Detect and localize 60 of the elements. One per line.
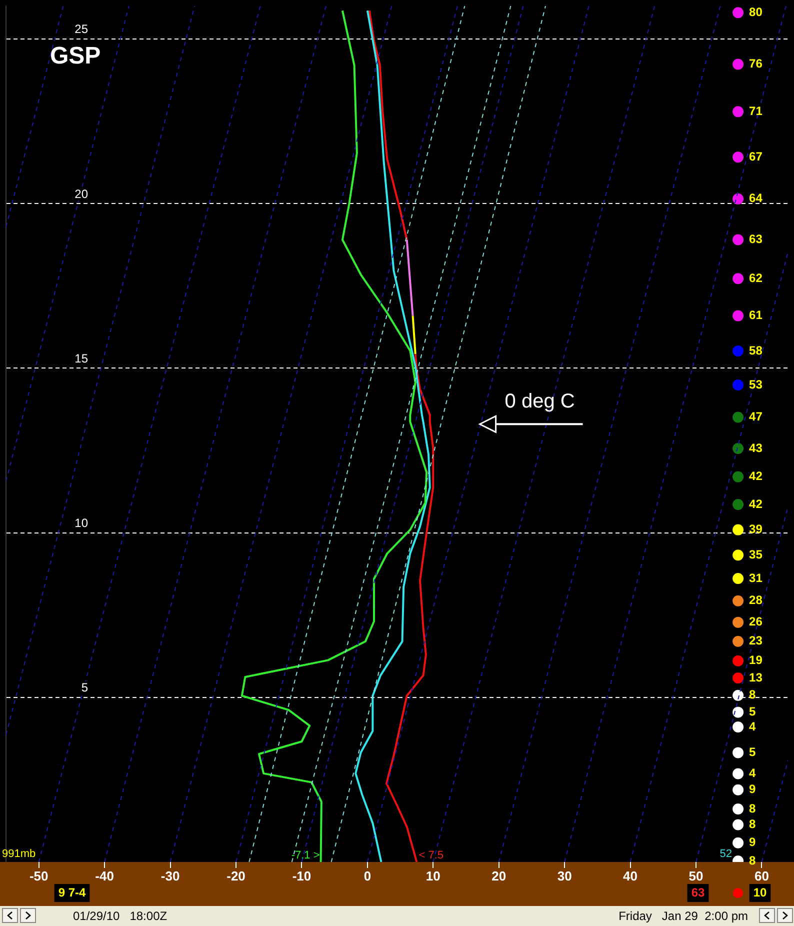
annotation: 8 bbox=[749, 817, 756, 832]
annotation: 13 bbox=[749, 670, 763, 684]
annotation: 4 bbox=[749, 719, 756, 734]
annotation: 4 bbox=[749, 766, 756, 780]
annotation: 42 bbox=[749, 496, 763, 511]
annotation: 31 bbox=[749, 570, 763, 585]
y-tick-label: 25 bbox=[74, 22, 88, 36]
x-tick-label: 20 bbox=[492, 868, 506, 884]
annotation: 991mb bbox=[2, 848, 36, 860]
y-tick-label: 5 bbox=[81, 680, 88, 695]
annotation: 9 bbox=[749, 835, 756, 850]
annotation: 8 bbox=[749, 801, 756, 816]
annotation: 43 bbox=[749, 440, 763, 455]
annotation: 80 bbox=[749, 4, 763, 19]
x-tick-label: -40 bbox=[95, 868, 114, 884]
x-tick-label: 40 bbox=[623, 868, 638, 884]
annotation: 35 bbox=[749, 547, 763, 562]
x-tick-label: 50 bbox=[688, 868, 704, 884]
annotation: 63 bbox=[749, 232, 763, 246]
annotation: 61 bbox=[749, 308, 763, 322]
text: GSP bbox=[50, 42, 101, 70]
annotation: 8 bbox=[749, 688, 756, 702]
annotation: 76 bbox=[749, 56, 763, 71]
annotation: 71 bbox=[749, 104, 763, 118]
text: 10 bbox=[753, 885, 767, 900]
annotation: 19 bbox=[749, 653, 763, 668]
annotation: 47 bbox=[749, 410, 763, 424]
text: 9 7-4 bbox=[58, 885, 86, 900]
annotation: 9 bbox=[749, 782, 756, 796]
x-tick-label: -20 bbox=[226, 868, 246, 884]
annotation: 0 deg C bbox=[504, 390, 575, 413]
annotation: 67 bbox=[749, 149, 763, 164]
x-tick-label: -10 bbox=[292, 868, 312, 884]
annotation: 8 bbox=[749, 853, 756, 868]
y-tick-label: 20 bbox=[74, 186, 88, 201]
text: 63 bbox=[691, 885, 705, 900]
annotation: 64 bbox=[749, 191, 763, 206]
x-tick-label: 60 bbox=[754, 868, 769, 884]
annotation: 26 bbox=[749, 614, 763, 629]
annotation: < 7.5 bbox=[418, 850, 444, 862]
annotation: 52 bbox=[720, 848, 732, 860]
annotation: -7.1 > bbox=[291, 850, 320, 862]
x-tick-label: 30 bbox=[557, 868, 572, 884]
annotation: 5 bbox=[749, 704, 756, 719]
x-tick-label: 10 bbox=[426, 868, 440, 884]
y-tick-label: 15 bbox=[74, 351, 88, 366]
annotation: 23 bbox=[749, 634, 763, 648]
x-tick-label: 0 bbox=[364, 868, 372, 884]
annotation: 39 bbox=[749, 522, 763, 536]
x-tick-label: -50 bbox=[29, 868, 48, 884]
annotation: 42 bbox=[749, 469, 763, 484]
text: Friday Jan 29 2:00 pm bbox=[618, 909, 748, 923]
annotation: 58 bbox=[749, 343, 763, 358]
text: 01/29/10 18:00Z bbox=[73, 909, 168, 923]
annotation: 5 bbox=[749, 745, 756, 760]
x-tick-label: -30 bbox=[160, 868, 180, 884]
annotation: 53 bbox=[749, 377, 763, 392]
y-tick-label: 10 bbox=[74, 516, 88, 530]
annotation: 62 bbox=[749, 270, 763, 285]
annotation: 28 bbox=[749, 593, 763, 608]
